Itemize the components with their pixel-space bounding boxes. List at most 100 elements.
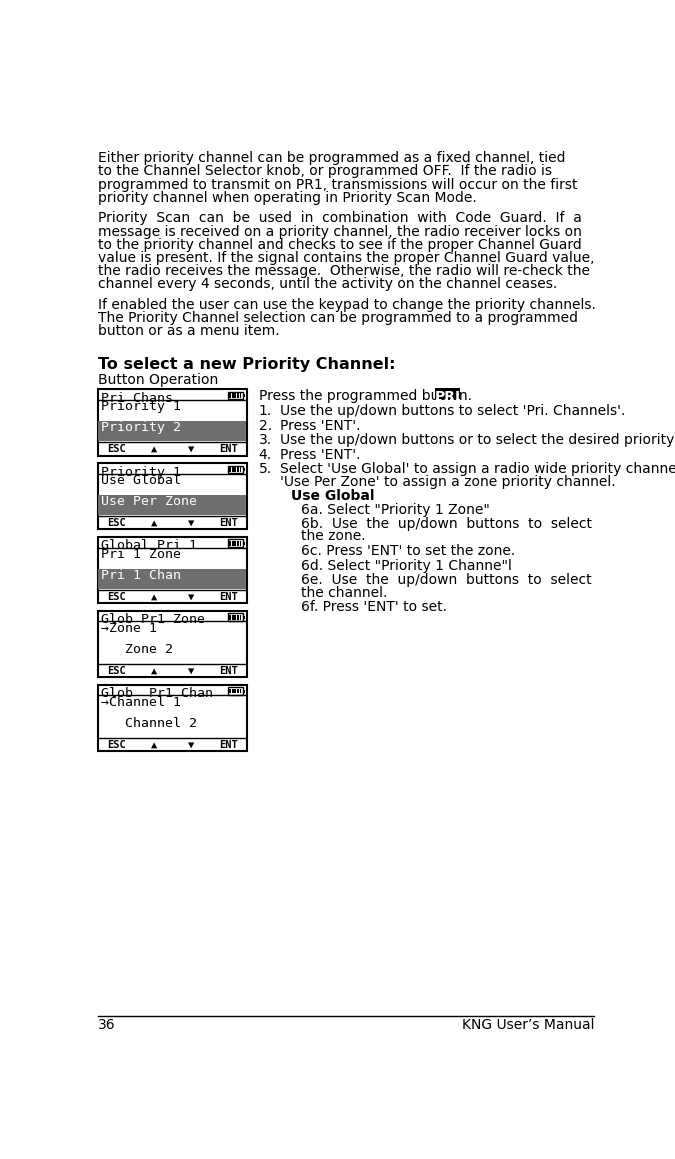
Bar: [98, 389, 247, 455]
Bar: [232, 615, 234, 620]
Bar: [232, 393, 234, 398]
Text: ENT: ENT: [219, 739, 238, 750]
Text: button or as a menu item.: button or as a menu item.: [98, 323, 279, 338]
Bar: [243, 541, 245, 545]
Text: ▲: ▲: [151, 665, 157, 676]
Bar: [240, 393, 242, 398]
Text: the radio receives the message.  Otherwise, the radio will re-check the: the radio receives the message. Otherwis…: [98, 264, 589, 278]
Text: →Channel 1: →Channel 1: [101, 697, 182, 709]
Bar: [237, 541, 239, 546]
Text: 4.: 4.: [259, 447, 272, 461]
Text: 5.: 5.: [259, 462, 272, 476]
Bar: [234, 615, 236, 620]
Text: Pri 1 Zone: Pri 1 Zone: [101, 548, 182, 561]
Text: message is received on a priority channel, the radio receiver locks on: message is received on a priority channe…: [98, 225, 581, 239]
Text: Either priority channel can be programmed as a fixed channel, tied: Either priority channel can be programme…: [98, 152, 565, 166]
Text: Press the programmed button.: Press the programmed button.: [259, 389, 472, 403]
Text: ESC: ESC: [107, 665, 126, 676]
Text: ▲: ▲: [151, 518, 157, 529]
Text: ESC: ESC: [107, 518, 126, 529]
Bar: [98, 464, 247, 530]
Text: ESC: ESC: [107, 592, 126, 602]
Text: Button Operation: Button Operation: [98, 373, 218, 387]
Text: 3.: 3.: [259, 433, 272, 447]
Bar: [230, 393, 232, 398]
Text: to the priority channel and checks to see if the proper Channel Guard: to the priority channel and checks to se…: [98, 238, 581, 252]
Text: PRI: PRI: [435, 389, 461, 403]
Bar: [99, 569, 246, 589]
Text: 6b.  Use  the  up/down  buttons  to  select: 6b. Use the up/down buttons to select: [301, 517, 593, 531]
Bar: [237, 393, 239, 398]
Bar: [230, 467, 232, 472]
Bar: [234, 541, 236, 546]
Text: Press 'ENT'.: Press 'ENT'.: [280, 418, 361, 432]
Text: Use Per Zone: Use Per Zone: [101, 495, 197, 509]
Text: Priority 2: Priority 2: [101, 422, 182, 435]
Text: →Zone 1: →Zone 1: [101, 622, 157, 635]
Bar: [237, 615, 239, 620]
Bar: [227, 466, 243, 473]
Bar: [230, 615, 232, 620]
Bar: [98, 611, 247, 677]
Bar: [243, 690, 245, 693]
Bar: [240, 467, 242, 472]
Bar: [243, 394, 245, 398]
Bar: [243, 468, 245, 471]
Bar: [230, 541, 232, 546]
Text: ENT: ENT: [219, 444, 238, 454]
Text: 6d. Select "Priority 1 Channe"l: 6d. Select "Priority 1 Channe"l: [301, 559, 512, 573]
Text: channel every 4 seconds, until the activity on the channel ceases.: channel every 4 seconds, until the activ…: [98, 277, 557, 291]
Bar: [237, 688, 239, 693]
Bar: [227, 613, 243, 621]
Text: Use the up/down buttons to select 'Pri. Channels'.: Use the up/down buttons to select 'Pri. …: [280, 404, 626, 418]
Text: ▲: ▲: [151, 739, 157, 750]
Text: ▲: ▲: [151, 444, 157, 454]
Text: to the Channel Selector knob, or programmed OFF.  If the radio is: to the Channel Selector knob, or program…: [98, 165, 551, 178]
Bar: [99, 421, 246, 440]
Text: value is present. If the signal contains the proper Channel Guard value,: value is present. If the signal contains…: [98, 250, 594, 264]
Text: ESC: ESC: [107, 444, 126, 454]
Text: 6a. Select "Priority 1 Zone": 6a. Select "Priority 1 Zone": [301, 503, 490, 517]
Text: 'Use Per Zone' to assign a zone priority channel.: 'Use Per Zone' to assign a zone priority…: [280, 475, 616, 489]
Text: the channel.: the channel.: [301, 585, 387, 599]
Bar: [234, 688, 236, 693]
Text: ENT: ENT: [219, 518, 238, 529]
Bar: [230, 688, 232, 693]
Text: 1.: 1.: [259, 404, 272, 418]
Text: ENT: ENT: [219, 665, 238, 676]
Text: ESC: ESC: [107, 739, 126, 750]
Bar: [240, 615, 242, 620]
Text: To select a new Priority Channel:: To select a new Priority Channel:: [98, 357, 395, 372]
Text: programmed to transmit on PR1, transmissions will occur on the first: programmed to transmit on PR1, transmiss…: [98, 177, 577, 191]
Text: Use Global: Use Global: [292, 489, 375, 503]
Text: Glob  Pr1 Chan: Glob Pr1 Chan: [101, 687, 213, 700]
Text: ▼: ▼: [188, 444, 194, 454]
Text: 6e.  Use  the  up/down  buttons  to  select: 6e. Use the up/down buttons to select: [301, 574, 592, 588]
Text: Pri 1 Chan: Pri 1 Chan: [101, 569, 182, 582]
Text: 6c. Press 'ENT' to set the zone.: 6c. Press 'ENT' to set the zone.: [301, 544, 516, 559]
Bar: [237, 467, 239, 472]
Text: The Priority Channel selection can be programmed to a programmed: The Priority Channel selection can be pr…: [98, 311, 578, 325]
Text: Priority  Scan  can  be  used  in  combination  with  Code  Guard.  If  a: Priority Scan can be used in combination…: [98, 211, 581, 226]
Text: Pri Chans: Pri Chans: [101, 392, 173, 404]
Text: Priority 1: Priority 1: [101, 466, 182, 479]
Bar: [243, 615, 245, 619]
Bar: [234, 393, 236, 398]
Bar: [98, 685, 247, 751]
Bar: [232, 541, 234, 546]
Text: ▼: ▼: [188, 592, 194, 602]
Text: Use the up/down buttons or to select the desired priority channel.: Use the up/down buttons or to select the…: [280, 433, 675, 447]
Text: ▲: ▲: [151, 592, 157, 602]
Text: the zone.: the zone.: [301, 530, 366, 544]
Bar: [435, 388, 460, 399]
Text: If enabled the user can use the keypad to change the priority channels.: If enabled the user can use the keypad t…: [98, 298, 595, 312]
Bar: [99, 495, 246, 515]
Text: Priority 1: Priority 1: [101, 401, 182, 414]
Text: 6f. Press 'ENT' to set.: 6f. Press 'ENT' to set.: [301, 600, 448, 614]
Bar: [240, 688, 242, 693]
Bar: [227, 392, 243, 400]
Text: ▼: ▼: [188, 739, 194, 750]
Text: Glob Pr1 Zone: Glob Pr1 Zone: [101, 613, 205, 626]
Text: Press 'ENT'.: Press 'ENT'.: [280, 447, 361, 461]
Text: ▼: ▼: [188, 665, 194, 676]
